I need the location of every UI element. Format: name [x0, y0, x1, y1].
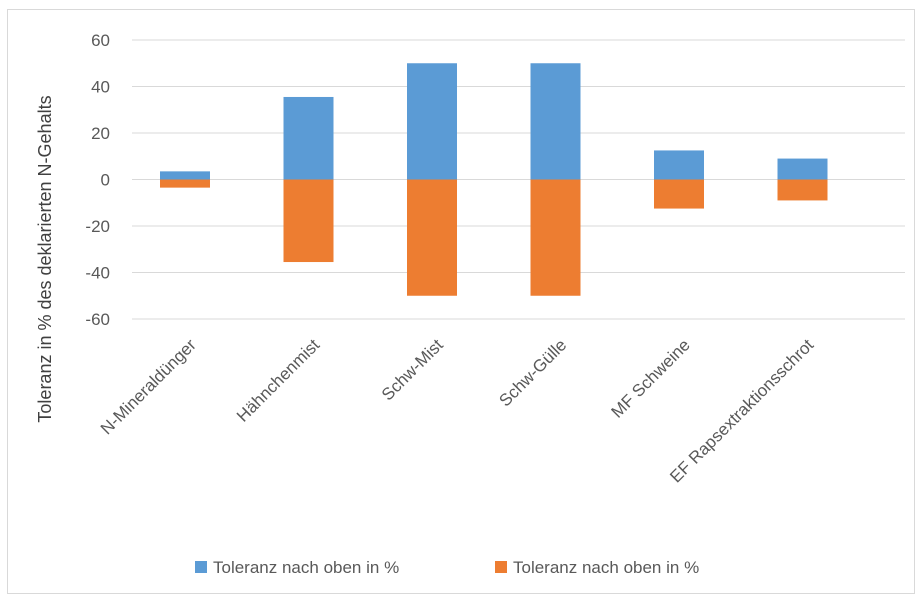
y-tick-labels: 60 40 20 0 -20 -40 -60 [85, 31, 110, 329]
y-tick-label: 20 [91, 124, 110, 143]
chart-frame [7, 9, 915, 594]
category-label: N-Mineraldünger [97, 335, 200, 438]
bar-series-2 [407, 179, 457, 296]
y-tick-label: 0 [101, 171, 110, 190]
category-label: Schw-Mist [378, 335, 447, 404]
category-label: MF Schweine [608, 335, 694, 421]
bar-series-1 [407, 63, 457, 180]
y-tick-label: 60 [91, 31, 110, 50]
y-tick-label: 40 [91, 78, 110, 97]
bar-series-2 [160, 179, 210, 188]
bar-series-1 [777, 158, 828, 180]
legend-label: Toleranz nach oben in % [513, 558, 699, 577]
category-label: EF Rapsextraktionsschrot [666, 335, 817, 486]
category-label: Hähnchenmist [233, 335, 323, 425]
y-tick-label: -40 [85, 264, 110, 283]
gridlines [132, 39, 905, 320]
legend: Toleranz nach oben in % Toleranz nach obe… [195, 558, 699, 577]
bar-series-1 [654, 150, 704, 180]
bar-series-2 [283, 179, 334, 263]
legend-label: Toleranz nach oben in % [213, 558, 399, 577]
bar-series-1 [160, 171, 210, 180]
y-tick-label: -20 [85, 217, 110, 236]
y-tick-label: -60 [85, 310, 110, 329]
bar-series-1 [283, 96, 334, 180]
legend-swatch [195, 561, 207, 573]
bars [160, 63, 828, 296]
legend-swatch [495, 561, 507, 573]
bar-series-1 [530, 63, 581, 180]
y-axis-title: Toleranz in % des deklarierten N-Gehalts [35, 95, 55, 422]
bar-series-2 [777, 179, 828, 201]
category-label: Schw-Gülle [495, 335, 570, 410]
bar-series-2 [654, 179, 704, 209]
bar-series-2 [530, 179, 581, 296]
category-labels: N-Mineraldünger Hähnchenmist Schw-Mist Schw… [97, 335, 818, 486]
